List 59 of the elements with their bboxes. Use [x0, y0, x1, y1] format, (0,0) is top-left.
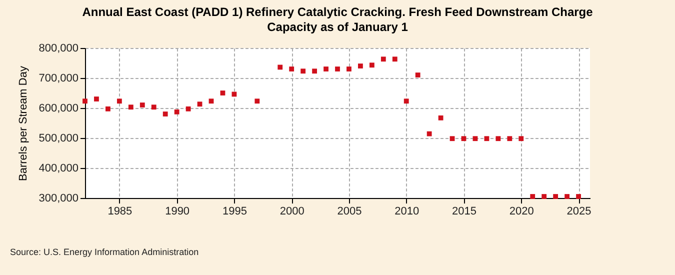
- point: [186, 106, 191, 112]
- point: [106, 106, 110, 112]
- point: [82, 98, 88, 104]
- point: [369, 62, 374, 68]
- x-tick-label: 2015: [452, 206, 476, 218]
- point: [392, 56, 398, 62]
- point: [220, 90, 226, 96]
- point: [496, 136, 501, 142]
- point: [507, 136, 512, 142]
- point: [380, 56, 386, 62]
- point: [415, 72, 420, 78]
- point: [542, 194, 547, 199]
- y-tick-label: 500,000: [38, 132, 78, 144]
- point: [564, 194, 570, 199]
- x-tick-label: 1995: [222, 206, 247, 218]
- point: [208, 98, 214, 104]
- point: [300, 68, 306, 74]
- point: [358, 64, 363, 68]
- point: [312, 68, 317, 74]
- point: [140, 102, 145, 108]
- point: [128, 104, 134, 110]
- y-axis-title: Barrels per Stream Day: [18, 66, 30, 181]
- point: [278, 64, 283, 70]
- point: [404, 98, 409, 104]
- point: [324, 66, 328, 72]
- x-tick-label: 2020: [509, 206, 534, 218]
- point: [116, 98, 122, 104]
- point: [472, 136, 478, 142]
- y-tick-label: 800,000: [38, 42, 78, 54]
- x-tick-label: 2000: [280, 206, 304, 218]
- point: [254, 98, 260, 104]
- x-tick-label: 2025: [566, 206, 592, 218]
- point: [553, 194, 558, 199]
- chart-title: Annual East Coast (PADD 1) Refinery Catalytic Cracking. Fresh Feed Downstream Charge Capacity as of January 1: [82, 5, 594, 34]
- source-note: Source: U.S. Energy Information Administration: [10, 247, 199, 257]
- point: [461, 136, 466, 142]
- point: [450, 136, 455, 142]
- point: [576, 194, 581, 199]
- x-tick-label: 1990: [165, 206, 190, 218]
- y-tick-label: 700,000: [38, 72, 78, 84]
- x-tick-label: 2010: [394, 206, 420, 218]
- point: [94, 96, 99, 102]
- point: [162, 112, 168, 116]
- point: [484, 136, 490, 142]
- x-tick-label: 1985: [108, 206, 132, 218]
- y-tick-label: 300,000: [38, 192, 78, 204]
- point: [151, 104, 156, 110]
- x-tick-label: 2005: [337, 206, 362, 218]
- point: [289, 66, 294, 72]
- point: [174, 109, 180, 114]
- point: [518, 136, 524, 142]
- point: [346, 66, 352, 72]
- point: [197, 102, 202, 107]
- point: [426, 131, 432, 136]
- point: [530, 194, 536, 199]
- y-tick-label: 600,000: [38, 102, 78, 114]
- point: [335, 66, 340, 72]
- y-tick-label: 400,000: [38, 162, 78, 174]
- point: [438, 115, 444, 120]
